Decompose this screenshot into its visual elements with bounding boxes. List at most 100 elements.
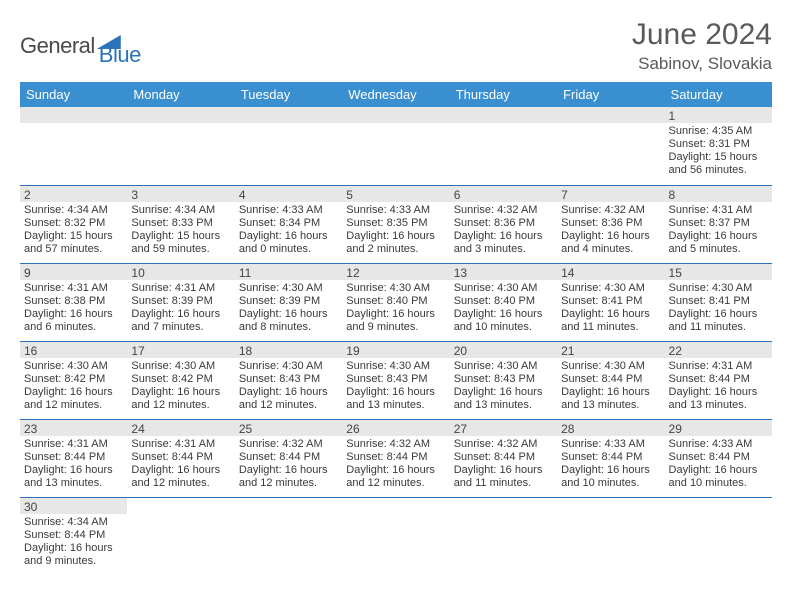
calendar-cell: 2Sunrise: 4:34 AMSunset: 8:32 PMDaylight… xyxy=(20,185,127,263)
calendar-cell: 1Sunrise: 4:35 AMSunset: 8:31 PMDaylight… xyxy=(665,107,772,185)
sunset-text: Sunset: 8:32 PM xyxy=(24,217,123,230)
day-number xyxy=(20,107,127,123)
weekday-header: Tuesday xyxy=(235,82,342,107)
day-body: Sunrise: 4:32 AMSunset: 8:36 PMDaylight:… xyxy=(450,202,557,260)
day-body: Sunrise: 4:30 AMSunset: 8:41 PMDaylight:… xyxy=(557,280,664,338)
day-number xyxy=(342,498,449,514)
calendar-week-row: 16Sunrise: 4:30 AMSunset: 8:42 PMDayligh… xyxy=(20,341,772,419)
sunset-text: Sunset: 8:38 PM xyxy=(24,295,123,308)
weekday-header: Saturday xyxy=(665,82,772,107)
sunrise-text: Sunrise: 4:32 AM xyxy=(239,438,338,451)
day-number: 23 xyxy=(20,420,127,436)
day-body xyxy=(20,123,127,129)
day-number: 6 xyxy=(450,186,557,202)
calendar-cell xyxy=(342,497,449,575)
calendar-cell xyxy=(450,497,557,575)
sunset-text: Sunset: 8:42 PM xyxy=(24,373,123,386)
day-number: 2 xyxy=(20,186,127,202)
day-number xyxy=(665,498,772,514)
daylight-text: Daylight: 15 hours and 57 minutes. xyxy=(24,230,123,256)
daylight-text: Daylight: 16 hours and 13 minutes. xyxy=(24,464,123,490)
calendar-cell: 17Sunrise: 4:30 AMSunset: 8:42 PMDayligh… xyxy=(127,341,234,419)
day-body: Sunrise: 4:30 AMSunset: 8:43 PMDaylight:… xyxy=(450,358,557,416)
day-body xyxy=(235,123,342,129)
sunrise-text: Sunrise: 4:33 AM xyxy=(346,204,445,217)
calendar-cell xyxy=(20,107,127,185)
sunrise-text: Sunrise: 4:30 AM xyxy=(561,360,660,373)
header: General Blue June 2024 Sabinov, Slovakia xyxy=(20,18,772,74)
calendar-week-row: 30Sunrise: 4:34 AMSunset: 8:44 PMDayligh… xyxy=(20,497,772,575)
sunrise-text: Sunrise: 4:31 AM xyxy=(131,438,230,451)
sunset-text: Sunset: 8:43 PM xyxy=(454,373,553,386)
daylight-text: Daylight: 16 hours and 5 minutes. xyxy=(669,230,768,256)
calendar-cell: 28Sunrise: 4:33 AMSunset: 8:44 PMDayligh… xyxy=(557,419,664,497)
sunset-text: Sunset: 8:44 PM xyxy=(239,451,338,464)
sunrise-text: Sunrise: 4:33 AM xyxy=(669,438,768,451)
sunset-text: Sunset: 8:44 PM xyxy=(346,451,445,464)
sunrise-text: Sunrise: 4:34 AM xyxy=(131,204,230,217)
day-number xyxy=(127,107,234,123)
day-body: Sunrise: 4:32 AMSunset: 8:44 PMDaylight:… xyxy=(235,436,342,494)
day-number: 24 xyxy=(127,420,234,436)
calendar-week-row: 2Sunrise: 4:34 AMSunset: 8:32 PMDaylight… xyxy=(20,185,772,263)
day-body: Sunrise: 4:34 AMSunset: 8:32 PMDaylight:… xyxy=(20,202,127,260)
sunrise-text: Sunrise: 4:31 AM xyxy=(24,438,123,451)
sunrise-text: Sunrise: 4:30 AM xyxy=(454,282,553,295)
day-body: Sunrise: 4:30 AMSunset: 8:44 PMDaylight:… xyxy=(557,358,664,416)
logo-text-dark: General xyxy=(20,33,95,59)
day-body: Sunrise: 4:31 AMSunset: 8:37 PMDaylight:… xyxy=(665,202,772,260)
calendar-cell: 3Sunrise: 4:34 AMSunset: 8:33 PMDaylight… xyxy=(127,185,234,263)
sunrise-text: Sunrise: 4:30 AM xyxy=(346,360,445,373)
daylight-text: Daylight: 16 hours and 12 minutes. xyxy=(346,464,445,490)
day-number: 13 xyxy=(450,264,557,280)
sunset-text: Sunset: 8:44 PM xyxy=(24,451,123,464)
sunset-text: Sunset: 8:35 PM xyxy=(346,217,445,230)
day-body: Sunrise: 4:35 AMSunset: 8:31 PMDaylight:… xyxy=(665,123,772,181)
sunrise-text: Sunrise: 4:31 AM xyxy=(669,360,768,373)
daylight-text: Daylight: 16 hours and 10 minutes. xyxy=(669,464,768,490)
daylight-text: Daylight: 16 hours and 3 minutes. xyxy=(454,230,553,256)
weekday-header: Friday xyxy=(557,82,664,107)
daylight-text: Daylight: 16 hours and 8 minutes. xyxy=(239,308,338,334)
calendar-cell: 9Sunrise: 4:31 AMSunset: 8:38 PMDaylight… xyxy=(20,263,127,341)
calendar-cell xyxy=(342,107,449,185)
sunrise-text: Sunrise: 4:30 AM xyxy=(131,360,230,373)
calendar-week-row: 23Sunrise: 4:31 AMSunset: 8:44 PMDayligh… xyxy=(20,419,772,497)
day-body: Sunrise: 4:30 AMSunset: 8:43 PMDaylight:… xyxy=(342,358,449,416)
sunrise-text: Sunrise: 4:30 AM xyxy=(669,282,768,295)
sunset-text: Sunset: 8:34 PM xyxy=(239,217,338,230)
day-number: 14 xyxy=(557,264,664,280)
daylight-text: Daylight: 16 hours and 12 minutes. xyxy=(24,386,123,412)
sunset-text: Sunset: 8:39 PM xyxy=(131,295,230,308)
daylight-text: Daylight: 16 hours and 11 minutes. xyxy=(669,308,768,334)
day-body: Sunrise: 4:32 AMSunset: 8:44 PMDaylight:… xyxy=(450,436,557,494)
sunset-text: Sunset: 8:31 PM xyxy=(669,138,768,151)
calendar-cell xyxy=(235,497,342,575)
day-number: 26 xyxy=(342,420,449,436)
sunrise-text: Sunrise: 4:32 AM xyxy=(454,438,553,451)
day-body: Sunrise: 4:30 AMSunset: 8:42 PMDaylight:… xyxy=(127,358,234,416)
daylight-text: Daylight: 16 hours and 12 minutes. xyxy=(239,386,338,412)
calendar-cell: 15Sunrise: 4:30 AMSunset: 8:41 PMDayligh… xyxy=(665,263,772,341)
day-body: Sunrise: 4:31 AMSunset: 8:44 PMDaylight:… xyxy=(20,436,127,494)
sunset-text: Sunset: 8:36 PM xyxy=(561,217,660,230)
calendar-cell xyxy=(557,107,664,185)
day-number: 17 xyxy=(127,342,234,358)
day-body: Sunrise: 4:30 AMSunset: 8:41 PMDaylight:… xyxy=(665,280,772,338)
sunset-text: Sunset: 8:43 PM xyxy=(239,373,338,386)
day-number: 15 xyxy=(665,264,772,280)
sunset-text: Sunset: 8:44 PM xyxy=(669,373,768,386)
daylight-text: Daylight: 16 hours and 12 minutes. xyxy=(131,386,230,412)
day-number: 28 xyxy=(557,420,664,436)
day-body xyxy=(450,514,557,520)
sunrise-text: Sunrise: 4:34 AM xyxy=(24,516,123,529)
sunset-text: Sunset: 8:42 PM xyxy=(131,373,230,386)
sunrise-text: Sunrise: 4:30 AM xyxy=(239,282,338,295)
day-number: 20 xyxy=(450,342,557,358)
sunset-text: Sunset: 8:37 PM xyxy=(669,217,768,230)
calendar-cell: 11Sunrise: 4:30 AMSunset: 8:39 PMDayligh… xyxy=(235,263,342,341)
day-body xyxy=(557,123,664,129)
calendar-cell: 19Sunrise: 4:30 AMSunset: 8:43 PMDayligh… xyxy=(342,341,449,419)
day-body xyxy=(127,514,234,520)
day-body: Sunrise: 4:33 AMSunset: 8:34 PMDaylight:… xyxy=(235,202,342,260)
